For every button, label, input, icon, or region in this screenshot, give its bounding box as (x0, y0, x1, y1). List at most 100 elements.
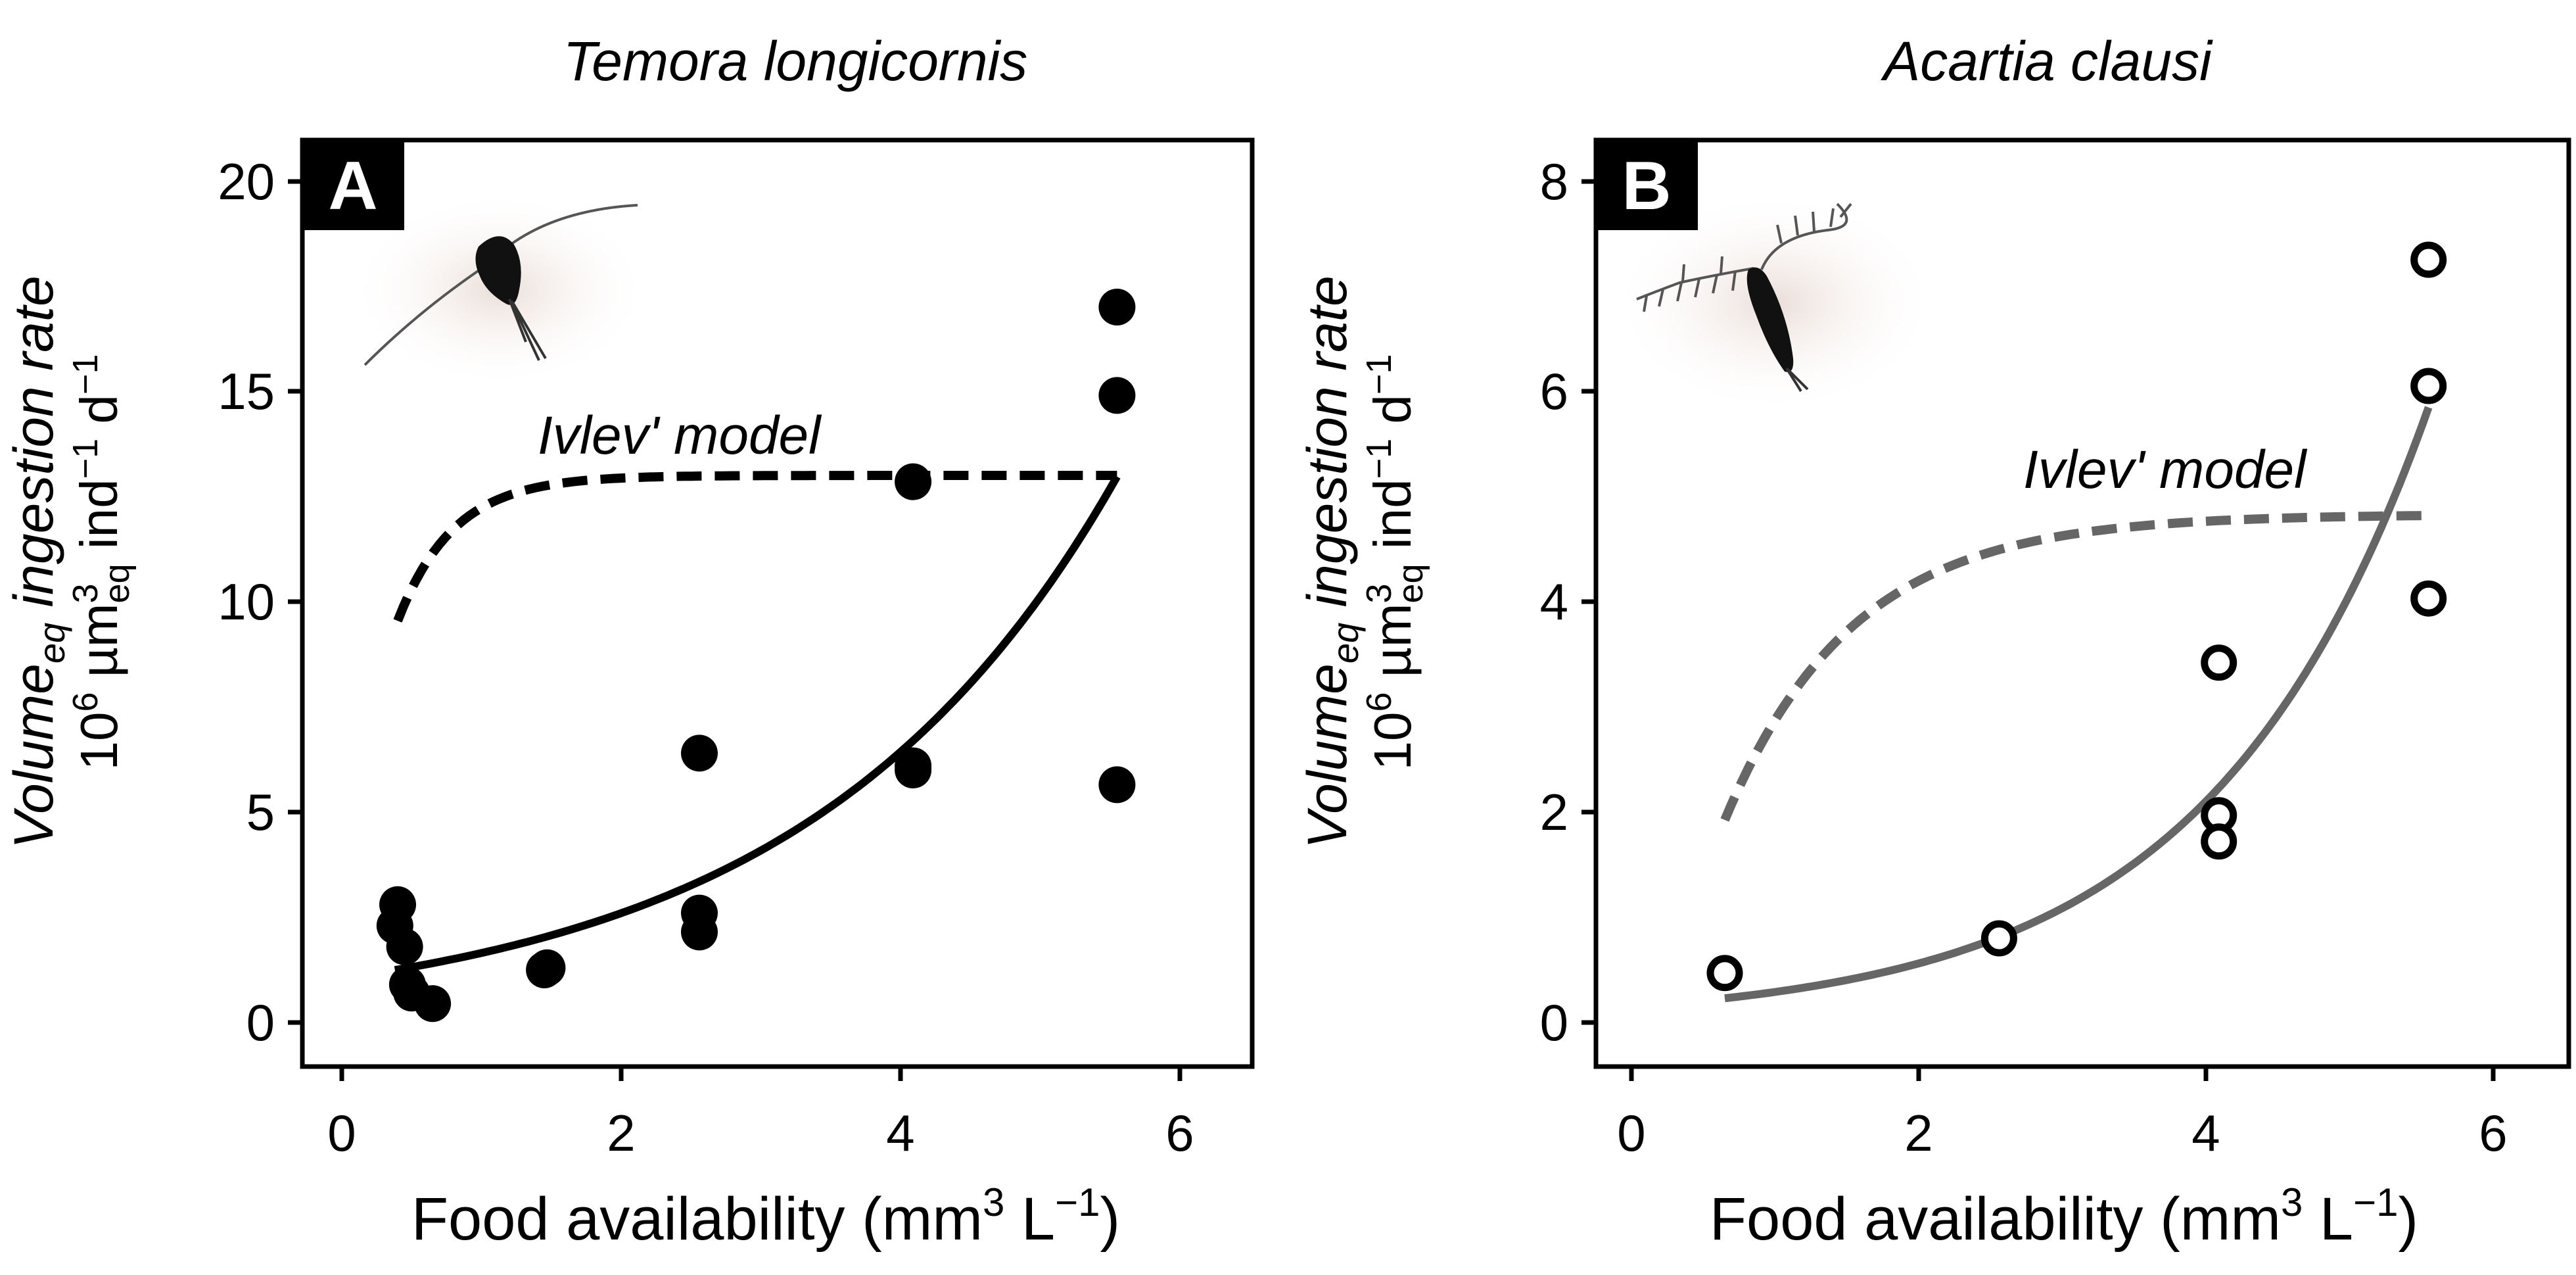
panel-a-badge-bg (302, 140, 404, 230)
y-tick-label-b-2: 2 (1540, 783, 1568, 841)
ylabel-b-l2-sub: eq (1391, 564, 1430, 603)
panel-b-plot (1706, 241, 2447, 1003)
acartia-antenna-left (1636, 267, 1754, 301)
xlabel-b-sup1: 3 (2281, 1180, 2303, 1224)
panel-b-badge-bg (1596, 140, 1698, 230)
ylabel-b-l2-sup1: 6 (1359, 692, 1399, 711)
y-tick-label-a-10: 10 (218, 573, 275, 631)
temora-copepod-illustration (348, 191, 651, 388)
panel-b-y-axis-label: Volumeeq ingestion rate 106 µm3eq ind−1 … (1296, 276, 1430, 849)
ylabel-b-l2-sup2: 3 (1359, 583, 1399, 603)
panel-b-ivlev-label: Ivlev' model (2023, 440, 2308, 500)
panel-a-data-point-7 (528, 949, 566, 986)
panel-b: Acartia clausi Volumeeq ingestion rate 1… (1296, 30, 2571, 1253)
xlabel-b-sup2: −1 (2353, 1180, 2398, 1224)
panel-b-fit-curve (1724, 406, 2433, 1003)
acartia-copepod-illustration (1610, 191, 1939, 414)
xlabel-b-end: ) (2399, 1186, 2419, 1253)
panel-b-x-ticks: 0 2 4 6 (1617, 1067, 2508, 1162)
x-tick-label-a-0: 0 (327, 1104, 356, 1162)
panel-a-data-point-15 (1098, 377, 1136, 414)
ylabel-b-l2-mid1: µm (1363, 603, 1422, 692)
panel-b-y-axis-label-line1: Volumeeq ingestion rate (1296, 276, 1366, 849)
panel-a: Temora longicornis Volumeeq ingestion ra… (3, 30, 1255, 1253)
y-tick-label-b-0: 0 (1540, 994, 1568, 1051)
panel-a-fit-curve (394, 474, 1121, 974)
panel-a-ivlev-model-line (393, 471, 1117, 623)
ylabel-a-l2-sup1: 6 (66, 692, 105, 711)
y-tick-label-b-8: 8 (1540, 153, 1568, 210)
y-tick-label-a-5: 5 (246, 783, 275, 841)
panel-a-ivlev-label: Ivlev' model (538, 406, 822, 466)
panel-b-data-point-7 (2410, 580, 2447, 617)
panel-b-x-axis-label: Food availability (mm3 L−1) (1710, 1180, 2418, 1253)
x-tick-label-b-6: 6 (2479, 1104, 2507, 1162)
ylabel-a-l2-mid1: µm (70, 603, 128, 692)
x-tick-label-a-2: 2 (607, 1104, 635, 1162)
ylabel-b-l1-main: Volume (1296, 663, 1358, 849)
acartia-body (1746, 267, 1794, 372)
panel-b-ivlev-model-line (1720, 511, 2429, 822)
panel-a-y-axis-label-line2: 106 µm3eq ind−1 d−1 (66, 354, 137, 771)
panel-b-data-point-5 (2410, 241, 2447, 278)
ylabel-b-l2-sup3: −1 (1359, 439, 1399, 479)
acartia-tail (1785, 367, 1809, 393)
panel-a-x-ticks: 0 2 4 6 (327, 1067, 1194, 1162)
panel-a-y-axis-label: Volumeeq ingestion rate 106 µm3eq ind−1 … (3, 276, 137, 849)
panel-b-badge: B (1622, 148, 1671, 224)
panel-b-data-point-0 (1706, 955, 1743, 992)
x-tick-label-b-2: 2 (1904, 1104, 1932, 1162)
y-tick-label-a-15: 15 (218, 362, 275, 420)
panel-a-y-axis-label-line1: Volumeeq ingestion rate (3, 276, 72, 849)
acartia-antenna-right-setae (1776, 203, 1852, 244)
x-tick-label-b-0: 0 (1617, 1104, 1645, 1162)
ylabel-b-l2-mid2: ind (1363, 479, 1422, 564)
panel-a-frame (300, 137, 1255, 1069)
panel-a-data-point-8 (681, 734, 718, 772)
panel-a-title: Temora longicornis (563, 30, 1028, 92)
acartia-antenna-left-setae (1643, 256, 1737, 312)
xlabel-b-mid: L (2303, 1186, 2353, 1253)
panel-b-y-ticks: 0 2 4 6 8 (1540, 153, 1596, 1051)
xlabel-a-sup1: 3 (983, 1180, 1004, 1224)
panel-a-y-ticks: 0 5 10 15 20 (218, 153, 302, 1051)
temora-body (475, 236, 521, 305)
x-tick-label-a-6: 6 (1165, 1104, 1194, 1162)
y-tick-label-a-20: 20 (218, 153, 275, 210)
y-tick-label-a-0: 0 (246, 994, 275, 1051)
temora-antenna-left (363, 262, 491, 366)
panel-b-data-point-2 (2201, 644, 2237, 681)
y-tick-label-b-4: 4 (1540, 573, 1568, 631)
ylabel-a-l1-rest: ingestion rate (3, 276, 64, 623)
ylabel-a-l2-sup4: −1 (66, 354, 105, 395)
panel-a-x-axis-label: Food availability (mm3 L−1) (411, 1180, 1120, 1253)
ylabel-b-l2-sup4: −1 (1359, 354, 1399, 395)
ylabel-a-l1-main: Volume (3, 663, 64, 849)
ylabel-a-l1-sub: eq (31, 623, 72, 663)
ylabel-a-l2-mid3: d (70, 395, 128, 439)
xlabel-b-main: Food availability (mm (1710, 1186, 2281, 1253)
panel-a-data-point-11 (895, 463, 932, 500)
ylabel-b-l2-pre: 10 (1363, 712, 1422, 771)
ylabel-b-l2-mid3: d (1363, 395, 1422, 439)
ylabel-a-l2-mid2: ind (70, 479, 128, 564)
panel-b-data-point-4 (2201, 823, 2237, 860)
xlabel-a-main: Food availability (mm (411, 1186, 983, 1253)
ylabel-a-l2-pre: 10 (70, 712, 128, 771)
ylabel-b-l1-rest: ingestion rate (1296, 276, 1358, 623)
panel-a-data-point-10 (681, 913, 718, 951)
panel-b-data-point-6 (2410, 368, 2447, 404)
ylabel-a-l2-sub: eq (97, 564, 137, 603)
y-tick-label-b-6: 6 (1540, 362, 1568, 420)
xlabel-a-end: ) (1100, 1186, 1121, 1253)
panel-a-data-point-14 (1098, 289, 1136, 325)
ylabel-a-l2-sup2: 3 (66, 583, 105, 603)
x-tick-label-b-4: 4 (2191, 1104, 2220, 1162)
acartia-antenna-right (1760, 203, 1848, 270)
xlabel-a-mid: L (1004, 1186, 1055, 1253)
panel-a-plot (376, 289, 1136, 1022)
x-tick-label-a-4: 4 (886, 1104, 914, 1162)
panel-a-data-point-5 (414, 985, 452, 1022)
panel-b-frame (1593, 137, 2571, 1069)
